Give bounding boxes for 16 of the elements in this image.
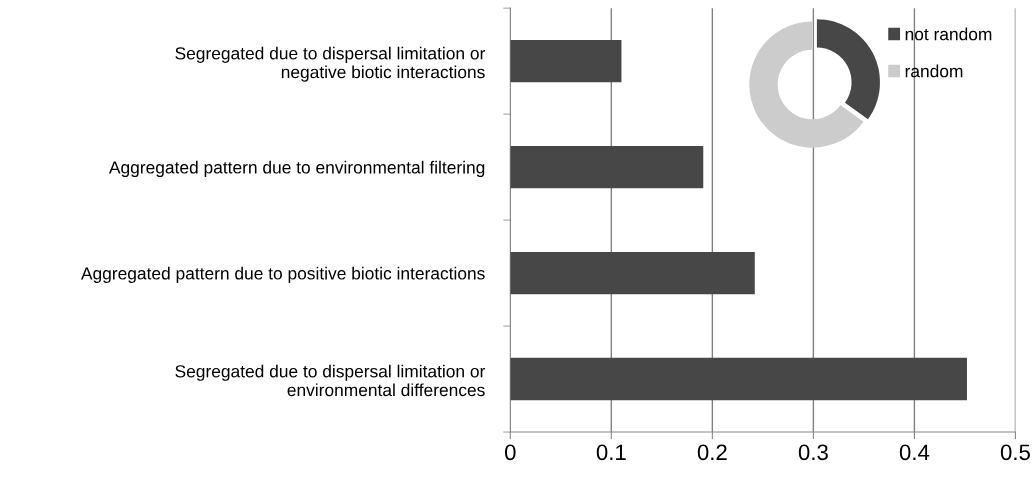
- bar: [510, 39, 622, 83]
- x-tick-label: 0.3: [798, 444, 828, 461]
- x-tick-label: 0.2: [697, 444, 727, 461]
- legend-label: not random: [905, 27, 992, 41]
- bar: [510, 357, 967, 401]
- y-tick-label: Segregated due to dispersal limitation or negative biotic interactions: [175, 46, 486, 82]
- bar: [510, 251, 755, 295]
- y-tick-label: Aggregated pattern due to positive biotic interactions: [80, 266, 485, 283]
- x-tick-label: 0: [504, 444, 516, 461]
- legend-label: random: [905, 64, 963, 78]
- y-tick-label: Segregated due to dispersal limitation or environmental differences: [175, 364, 486, 397]
- y-tick-label: Aggregated pattern due to environmental filtering: [108, 160, 485, 177]
- x-tick-label: 0.5: [1000, 444, 1030, 461]
- bar: [510, 145, 704, 189]
- x-tick-label: 0.4: [899, 444, 930, 461]
- x-tick-label: 0.1: [596, 444, 626, 461]
